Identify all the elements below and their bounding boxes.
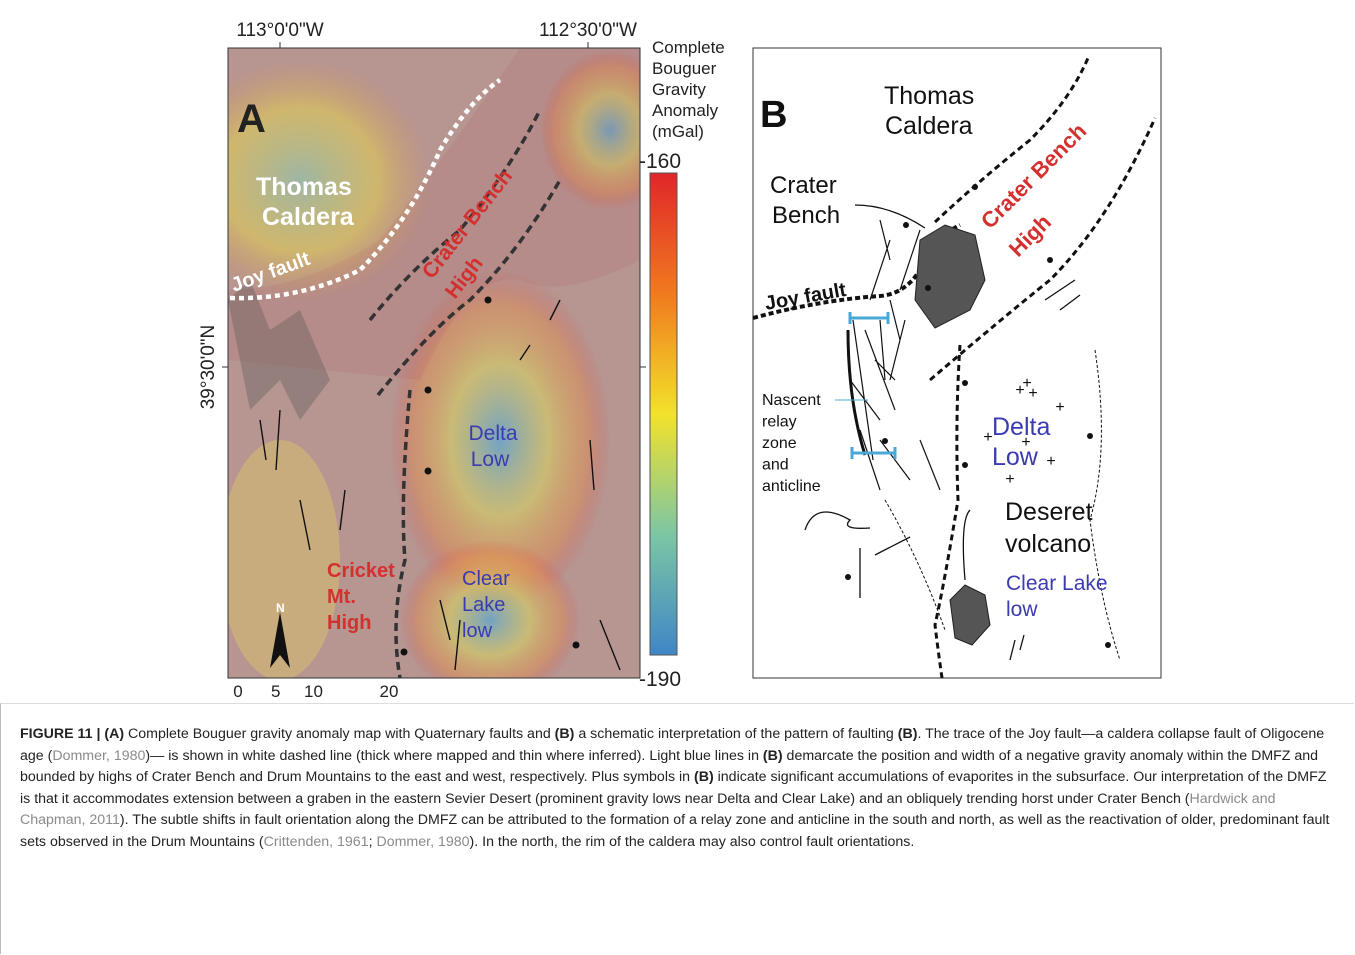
map-label: Bench (772, 202, 840, 229)
scale-tick-label: 10 (304, 682, 323, 700)
caption-plain: )— is shown in white dashed line (thick … (145, 748, 763, 764)
figure: A 113°0'0"W 112°30'0"W 39°30'0"N Thomas … (0, 0, 1355, 700)
scale-tick-label: 0 (233, 682, 242, 700)
colorbar-title: Bouguer (652, 59, 717, 78)
caption-plain: ). In the north, the rim of the caldera … (470, 834, 915, 850)
map-label: low (1006, 598, 1038, 621)
map-label: Nascent (762, 392, 821, 409)
colorbar-title: Anomaly (652, 101, 719, 120)
map-label: and (762, 457, 789, 474)
colorbar-top: -160 (639, 150, 681, 173)
map-label: Caldera (885, 112, 973, 140)
scale-tick-label: 20 (380, 682, 399, 700)
caption-bold: (B) (694, 769, 714, 785)
map-label: zone (762, 435, 797, 452)
map-label: anticline (762, 478, 821, 495)
svg-text:+: + (1046, 453, 1055, 470)
map-label: Thomas (256, 173, 352, 201)
scale-tick-label: 5 (271, 682, 280, 700)
map-label: Low (992, 443, 1039, 471)
map-label: Caldera (262, 203, 355, 231)
lon-label: 112°30'0"W (539, 20, 637, 41)
map-label: Thomas (884, 82, 974, 110)
colorbar (650, 173, 677, 655)
caption-bold: FIGURE 11 | (A) (20, 726, 124, 742)
map-label: Clear Lake (1006, 572, 1108, 595)
map-label: relay (762, 414, 797, 431)
panel-label: A (237, 97, 266, 141)
colorbar-title: (mGal) (652, 122, 704, 141)
colorbar-title: Complete (652, 38, 725, 57)
map-label: Deseret (1005, 498, 1093, 526)
colorbar-title: Gravity (652, 80, 706, 99)
map-a (170, 48, 680, 700)
caption-bold: (B) (555, 726, 575, 742)
map-label: Lake (462, 594, 505, 616)
colorbar-bottom: -190 (639, 668, 681, 691)
map-label: low (462, 620, 493, 642)
map-label: Low (471, 448, 510, 471)
svg-text:+: + (1022, 375, 1031, 392)
caption-bold: (B) (898, 726, 918, 742)
caption-cite[interactable]: Dommer, 1980 (52, 748, 145, 764)
caption-plain: a schematic interpretation of the patter… (574, 726, 897, 742)
svg-text:+: + (1055, 399, 1064, 416)
page: A 113°0'0"W 112°30'0"W 39°30'0"N Thomas … (0, 0, 1355, 955)
caption-cite[interactable]: Dommer, 1980 (376, 834, 469, 850)
map-label: High (327, 612, 371, 634)
map-label: Crater (770, 172, 837, 199)
lat-label: 39°30'0"N (198, 325, 219, 410)
map-label: Cricket (327, 560, 395, 582)
caption-cite[interactable]: Crittenden, 1961 (264, 834, 369, 850)
map-label: Mt. (327, 586, 356, 608)
map-label: Delta (992, 413, 1050, 441)
figure-caption: FIGURE 11 | (A) Complete Bouguer gravity… (20, 724, 1338, 854)
svg-text:+: + (1005, 471, 1014, 488)
map-label: volcano (1005, 530, 1091, 558)
caption-bold: (B) (763, 748, 783, 764)
north-label: N (276, 601, 285, 615)
map-label: Clear (462, 568, 510, 590)
caption-plain: Complete Bouguer gravity anomaly map wit… (124, 726, 555, 742)
map-label: Delta (468, 422, 517, 445)
lon-label: 113°0'0"W (236, 20, 323, 41)
panel-label: B (760, 94, 787, 136)
